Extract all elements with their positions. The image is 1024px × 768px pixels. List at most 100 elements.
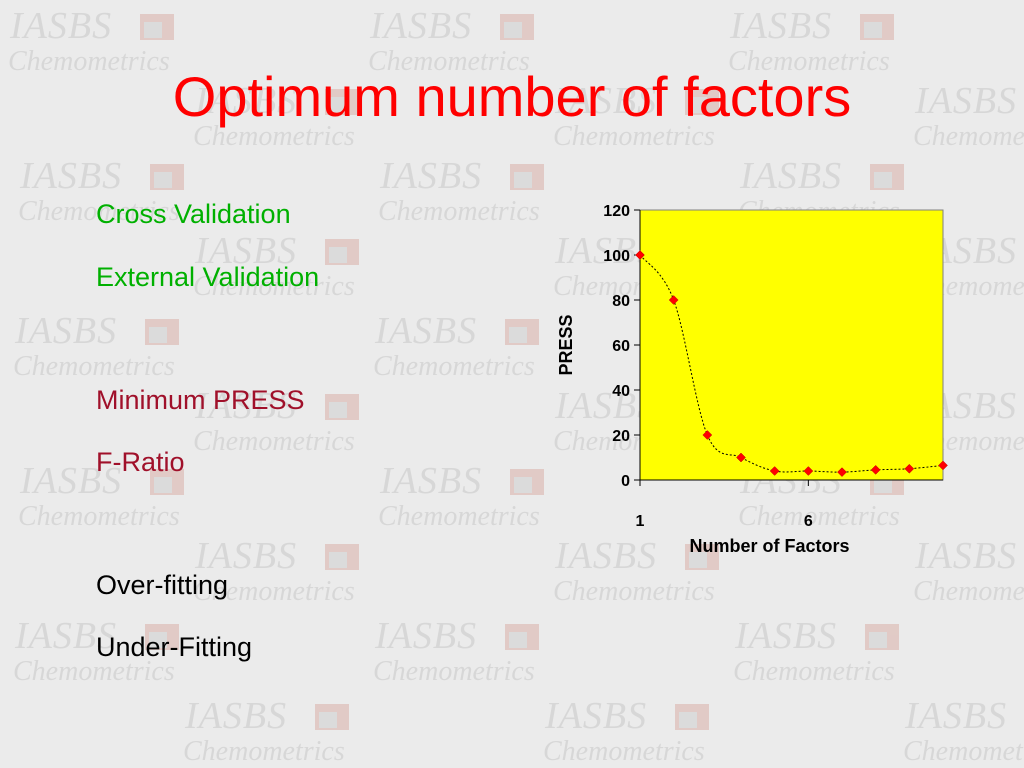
watermark-brand: IASBS [374,615,477,657]
data-point [736,452,746,463]
watermark-brand: IASBS [554,230,657,272]
y-tick-label: 60 [612,338,630,355]
data-point [803,466,814,476]
watermark-brand: IASBS [554,385,657,427]
watermark-tagline: Chemometrics [193,576,355,607]
watermark-tagline: Chemometrics [193,271,355,302]
x-axis-title: Number of Factors [689,536,849,556]
data-point [635,250,645,260]
press-chart: 0 20 40 60 80 100 120 1 6 Number of Factors PRESS [556,203,948,556]
watermark-tagline: Chemometrics [543,736,705,767]
watermark-tagline: Chemometrics [18,196,180,227]
watermark-brand: IASBS [734,615,837,657]
y-tick-label: 100 [603,248,630,265]
series-line [639,254,944,473]
watermark-brand: IASBS [194,80,297,122]
watermark-logo-inner [689,97,707,113]
data-point [904,463,915,474]
data-point [870,465,881,475]
bullet-cross-validation: Cross Validation [96,199,291,229]
data-point [837,467,847,477]
watermark-brand: IASBS [194,535,297,577]
watermark-logo-inner [864,22,882,38]
plot-area [639,209,944,481]
watermark-brand: IASBS [914,80,1017,122]
watermark-logo-inner [329,402,347,418]
watermark-logo-inner [679,712,697,728]
x-tick-label: 6 [804,513,813,530]
watermark-logo-inner [154,172,172,188]
watermark-logo-inner [319,712,337,728]
watermark-brand: IASBS [194,385,297,427]
y-tick-label: 0 [621,473,630,490]
bullet-f-ratio: F-Ratio [96,447,185,477]
watermark-logo-inner [874,477,892,493]
watermark-tagline: Chemometrics [183,736,345,767]
watermark-tagline: Chemometrics [368,46,530,77]
watermark-logo-inner [149,327,167,343]
watermark-tagline: Chemometrics [378,501,540,532]
watermark-brand: IASBS [9,5,112,47]
bullet-over-fitting: Over-fitting [96,570,229,600]
watermark-tagline: Chemometrics [18,501,180,532]
watermark-brand: IASBS [194,230,297,272]
watermark-logo-inner [509,327,527,343]
y-tick-label: 120 [603,203,630,220]
y-tick-label: 20 [612,428,630,445]
watermark-brand: IASBS [554,80,657,122]
watermark-tagline: Chemometrics [728,46,890,77]
watermark-brand: IASBS [14,615,117,657]
watermark-tagline: Chemometrics [13,351,175,382]
bullet-external-validation: External Validation [96,262,320,292]
watermark-brand: IASBS [184,695,287,737]
watermark-logo-inner [144,22,162,38]
watermark-brand: IASBS [554,535,657,577]
watermark-logo-inner [329,97,347,113]
watermark-logo-inner [509,632,527,648]
data-point [702,430,713,440]
x-tick-label: 1 [636,513,645,530]
watermark-brand: IASBS [914,535,1017,577]
watermark-logo-inner [514,477,532,493]
y-tick-label: 80 [612,293,630,310]
watermark-tagline: Chemometrics [913,576,1024,607]
watermark-logo-inner [689,552,707,568]
watermark-tagline: Chemometrics [913,121,1024,152]
watermark-brand: IASBS [379,155,482,197]
watermark-logo-inner [514,172,532,188]
watermark-tagline: Chemometrics [378,196,540,227]
watermark-tagline: Chemometrics [13,656,175,687]
watermark-logo-inner [869,632,887,648]
watermark-tagline: Chemometrics [193,121,355,152]
bullet-minimum-press: Minimum PRESS [96,385,305,415]
watermark-brand: IASBS [374,310,477,352]
data-point [769,466,780,476]
watermark-tagline: Chemometrics [373,351,535,382]
watermark-tagline: Chemometrics [903,736,1024,767]
watermark-brand: IASBS [379,460,482,502]
slide-title: Optimum number of factors [172,65,852,128]
watermark-brand: IASBS [19,155,122,197]
watermark-brand: IASBS [14,310,117,352]
y-tick-label: 40 [612,383,630,400]
watermark-tagline: Chemometrics [373,656,535,687]
watermark-logo-inner [149,632,167,648]
